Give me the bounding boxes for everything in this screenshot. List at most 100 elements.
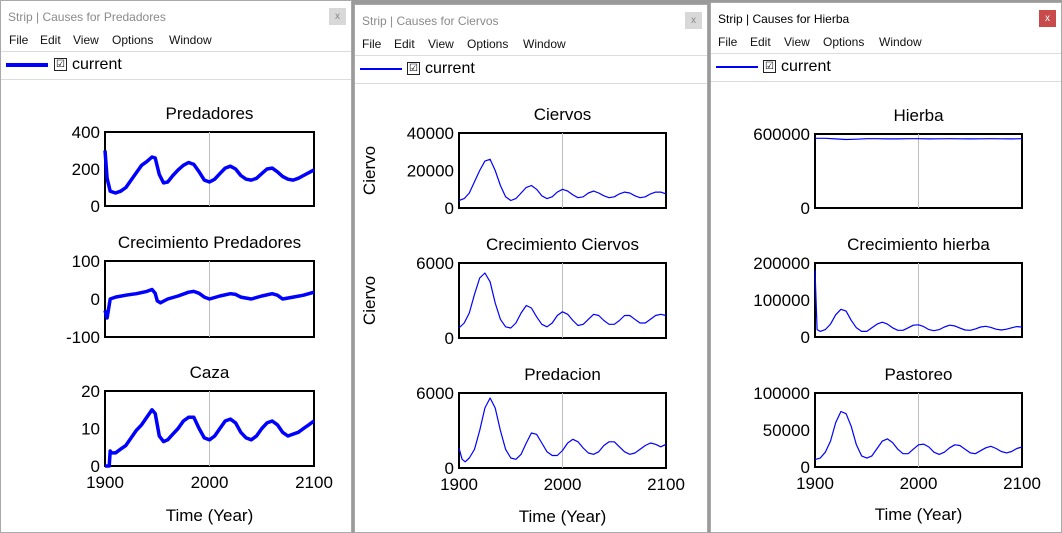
series-line-current [103,150,315,195]
y-tick-label: 0 [91,457,100,476]
menu-bar: File Edit View Options Window [355,35,707,55]
y-tick-label: 0 [801,199,810,218]
menu-file[interactable]: File [9,33,29,47]
close-icon[interactable]: x [685,12,702,29]
x-axis-label: Time (Year) [519,507,607,526]
menu-options[interactable]: Options [112,33,154,47]
menu-edit[interactable]: Edit [394,37,415,51]
strip-plot: Hierba 600000 0 [753,106,1023,218]
y-tick-label: 0 [91,197,100,216]
plot-title: Pastoreo [884,365,952,384]
window-ciervos[interactable]: Strip | Causes for Ciervos x File Edit V… [354,4,708,533]
series-line-current [458,272,667,329]
legend-label: current [425,60,475,77]
series-line-current [105,408,316,468]
y-tick-label: 6000 [416,254,454,273]
legend-bar: ☑ current [355,55,707,84]
plot-title: Crecimiento Ciervos [486,235,639,254]
x-tick-label: 2000 [900,474,938,493]
y-tick-label: -100 [66,328,100,347]
x-tick-label: 1900 [86,473,124,492]
window-title: Strip | Causes for Ciervos [362,14,499,28]
y-tick-label: 0 [801,458,810,477]
menu-options[interactable]: Options [823,35,865,49]
y-tick-label: 40000 [407,124,454,143]
y-tick-label: 20000 [407,162,454,181]
y-tick-label: 200 [72,160,100,179]
legend-line-swatch [360,68,402,70]
window-title: Strip | Causes for Hierba [718,12,850,26]
x-tick-label: 2000 [544,475,582,494]
plot-title: Crecimiento hierba [847,235,990,254]
x-tick-label: 1900 [796,474,834,493]
title-bar[interactable]: Strip | Causes for Hierba x [711,3,1061,33]
close-icon[interactable]: x [329,8,346,25]
series-line-current [458,397,667,463]
menu-view[interactable]: View [428,37,454,51]
title-bar[interactable]: Strip | Causes for Ciervos x [355,5,707,35]
y-tick-label: 200000 [753,254,810,273]
menu-file[interactable]: File [718,35,738,49]
menu-edit[interactable]: Edit [750,35,771,49]
plot-title: Crecimiento Predadores [118,233,301,252]
legend-line-swatch [716,66,758,68]
window-hierba[interactable]: Strip | Causes for Hierba x File Edit Vi… [710,2,1062,533]
x-tick-label: 1900 [440,475,478,494]
strip-plot: Crecimiento Ciervos 6000 0 Ciervo [360,235,667,348]
menu-window[interactable]: Window [169,33,212,47]
legend-checkbox[interactable]: ☑ [54,58,67,71]
y-tick-label: 400 [72,123,100,142]
plot-title: Predacion [524,365,601,384]
y-tick-label: 0 [445,329,454,348]
close-icon[interactable]: x [1039,10,1056,27]
series-line-current [458,158,667,202]
y-tick-label: 6000 [416,384,454,403]
legend-checkbox[interactable]: ☑ [407,62,420,75]
menu-view[interactable]: View [73,33,99,47]
window-predadores[interactable]: Strip | Causes for Predadores x File Edi… [0,0,352,533]
x-tick-label: 2000 [191,473,229,492]
y-axis-label: Ciervo [360,146,379,195]
x-tick-label: 2100 [1003,474,1041,493]
y-tick-label: 100000 [753,291,810,310]
legend-label: current [72,56,122,73]
window-title: Strip | Causes for Predadores [8,10,166,24]
y-tick-label: 0 [445,199,454,218]
strip-plot: Predadores 400 200 0 [72,104,315,216]
menu-window[interactable]: Window [879,35,922,49]
y-tick-label: 0 [801,328,810,347]
plot-area: Predadores 400 200 0 Crecimiento Predadores 1… [1,80,351,532]
y-axis-label: Ciervo [360,276,379,325]
legend-label: current [781,58,831,75]
menu-file[interactable]: File [362,37,382,51]
strip-plot: Crecimiento hierba 200000 100000 0 [753,235,1023,347]
plot-title: Caza [190,363,230,382]
plot-title: Ciervos [534,105,592,124]
menu-view[interactable]: View [784,35,810,49]
y-tick-label: 600000 [753,125,810,144]
plot-area: Hierba 600000 0 Crecimiento hierba 200000 100… [711,82,1061,532]
menu-options[interactable]: Options [467,37,509,51]
legend-checkbox[interactable]: ☑ [763,60,776,73]
series-line-current [814,270,1023,332]
strip-plot: Ciervos 40000 20000 0 Ciervo [360,105,667,218]
title-bar[interactable]: Strip | Causes for Predadores x [1,1,351,31]
y-tick-label: 100000 [753,384,810,403]
y-tick-label: 0 [91,290,100,309]
x-axis-label: Time (Year) [166,506,254,525]
y-tick-label: 50000 [763,421,810,440]
menu-window[interactable]: Window [523,37,566,51]
legend-bar: ☑ current [1,51,351,80]
y-tick-label: 100 [72,252,100,271]
series-line-current [814,410,1023,461]
y-tick-label: 0 [445,459,454,478]
y-tick-label: 20 [81,382,100,401]
plot-title: Hierba [893,106,944,125]
menu-edit[interactable]: Edit [40,33,61,47]
series-line-current [815,137,1023,141]
